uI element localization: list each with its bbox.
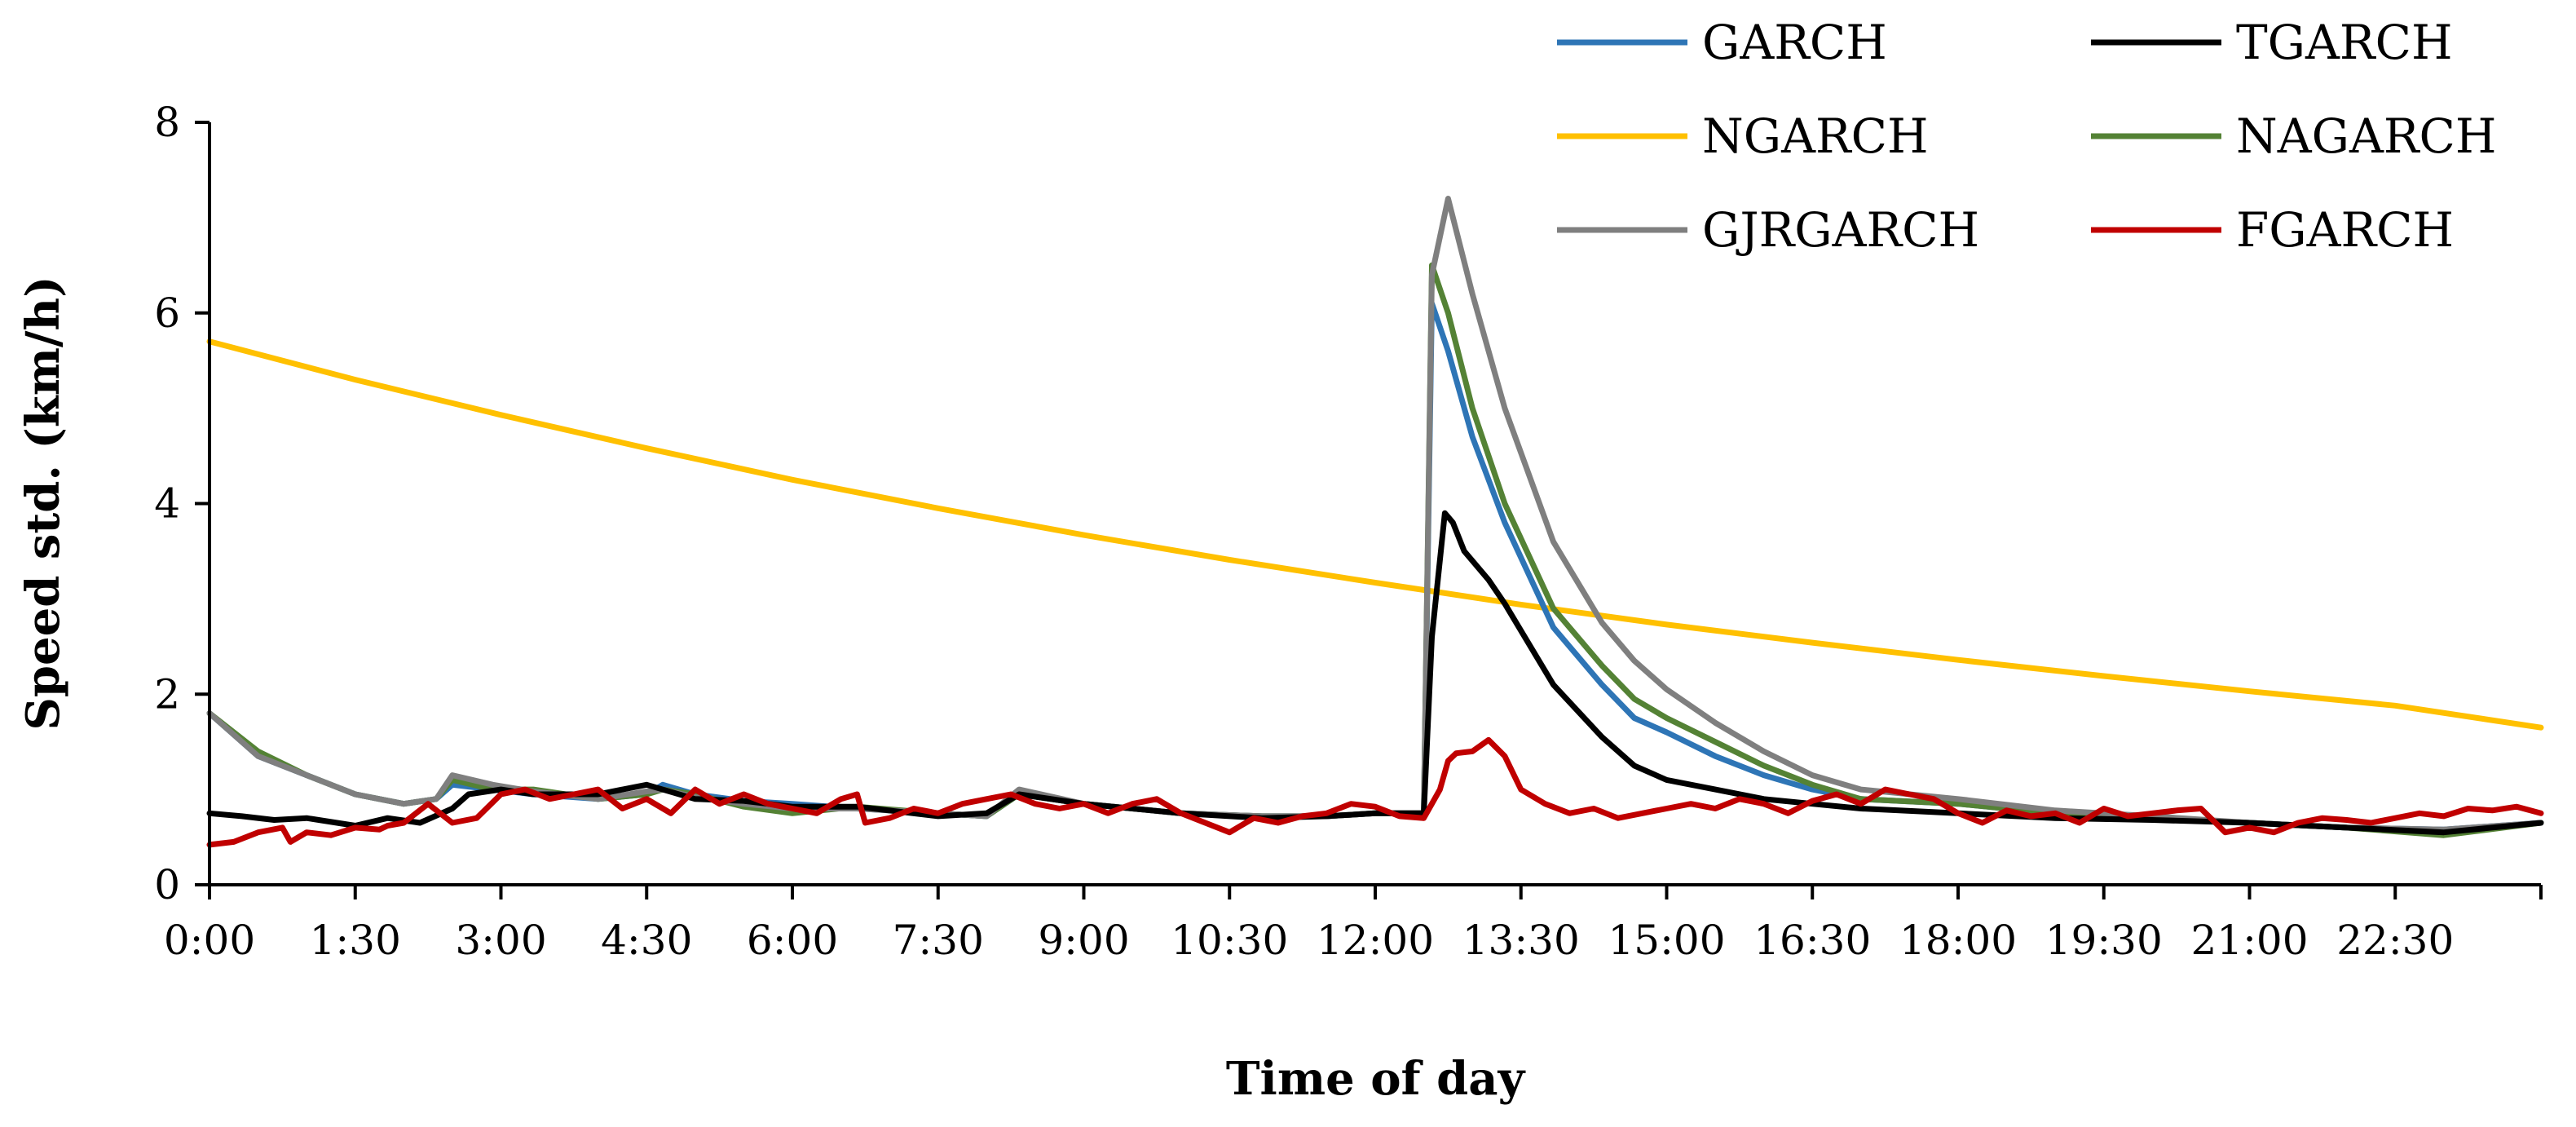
legend-label-gjrgarch: GJRGARCH <box>1702 202 1979 258</box>
x-tick-label: 10:30 <box>1171 917 1288 964</box>
y-tick-label: 4 <box>154 480 180 528</box>
series-line-garch <box>206 300 2544 833</box>
x-tick-label: 3:00 <box>455 917 546 964</box>
y-tick-label: 8 <box>154 99 180 146</box>
x-tick-label: 18:00 <box>1899 917 2017 964</box>
y-tick-label: 0 <box>154 861 180 908</box>
x-axis-ticks: 0:00 1:30 3:00 4:30 6:00 7:30 9:00 10:30 12:00 13… <box>164 885 2543 964</box>
plot-area <box>206 196 2544 848</box>
x-tick-label: 13:30 <box>1462 917 1580 964</box>
x-tick-label: 22:30 <box>2336 917 2454 964</box>
legend-label-fgarch: FGARCH <box>2236 202 2454 258</box>
y-axis-ticks: 0 2 4 6 8 <box>154 99 210 908</box>
series-line-fgarch <box>206 736 2544 848</box>
x-tick-label: 19:30 <box>2045 917 2163 964</box>
x-tick-label: 6:00 <box>747 917 838 964</box>
x-tick-label: 15:00 <box>1608 917 1725 964</box>
x-tick-label: 12:00 <box>1317 917 1434 964</box>
axes <box>208 122 2541 886</box>
legend-label-tgarch: TGARCH <box>2236 15 2453 70</box>
x-tick-label: 0:00 <box>164 917 255 964</box>
x-tick-label: 7:30 <box>893 917 984 964</box>
x-tick-label: 9:00 <box>1038 917 1129 964</box>
legend-label-garch: GARCH <box>1702 15 1887 70</box>
y-axis-title: Speed std. (km/h) <box>16 276 70 730</box>
y-tick-label: 6 <box>154 289 180 337</box>
x-tick-label: 1:30 <box>310 917 401 964</box>
series-line-ngarch <box>206 338 2544 731</box>
y-tick-label: 2 <box>154 670 180 718</box>
series-line-tgarch <box>206 510 2544 836</box>
x-tick-label: 4:30 <box>601 917 692 964</box>
legend: GARCH TGARCH NGARCH NAGARCH GJRGARCH FGARCH <box>1557 15 2496 258</box>
x-tick-label: 21:00 <box>2190 917 2308 964</box>
x-axis-title: Time of day <box>1226 1052 1526 1106</box>
series-line-gjrgarch <box>206 196 2544 833</box>
x-tick-label: 16:30 <box>1753 917 1871 964</box>
series-line-nagarch <box>206 262 2544 838</box>
legend-label-nagarch: NAGARCH <box>2236 108 2496 164</box>
legend-label-ngarch: NGARCH <box>1702 108 1929 164</box>
